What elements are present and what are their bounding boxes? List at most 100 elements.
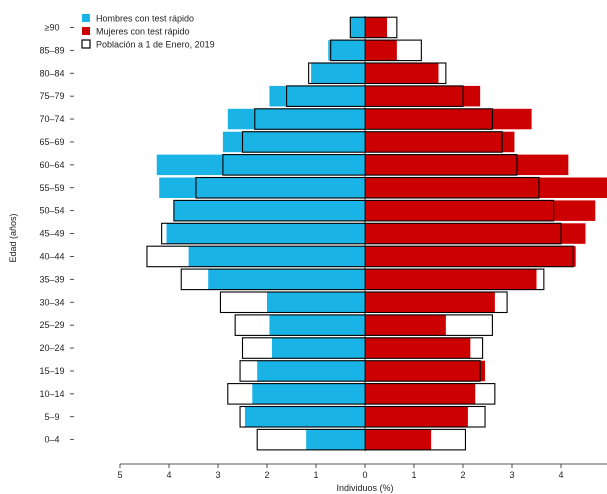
y-tick-label-0: 0–4 bbox=[44, 435, 59, 445]
bar-men-15 bbox=[269, 85, 365, 107]
bar-men-4 bbox=[271, 337, 365, 359]
outline-population-3 bbox=[239, 360, 481, 382]
bar-women-13 bbox=[365, 131, 515, 153]
bar-men-16 bbox=[311, 63, 365, 84]
outline-population-7 bbox=[180, 268, 545, 291]
y-tick-label-7: 35–39 bbox=[39, 274, 64, 284]
outline-population-8 bbox=[146, 245, 574, 268]
x-tick-label-5: 0 bbox=[362, 470, 367, 480]
bar-women-17 bbox=[365, 40, 397, 61]
y-tick-label-14: 70–74 bbox=[39, 114, 64, 124]
x-tick-label-1: 4 bbox=[166, 470, 171, 480]
y-axis-title: Edad (años) bbox=[8, 213, 18, 262]
bar-men-12 bbox=[156, 154, 365, 176]
bar-men-18 bbox=[350, 17, 365, 38]
bar-women-11 bbox=[365, 177, 607, 198]
legend-swatch-2 bbox=[81, 39, 91, 49]
outline-population-4 bbox=[241, 337, 484, 359]
bar-men-8 bbox=[188, 246, 365, 267]
y-tick-label-5: 25–29 bbox=[39, 320, 64, 330]
y-tick-label-15: 75–79 bbox=[39, 91, 64, 101]
outline-population-2 bbox=[227, 383, 496, 405]
x-tick-label-0: 5 bbox=[117, 470, 122, 480]
legend: Hombres con test rápido Mujeres con test … bbox=[81, 14, 215, 50]
bars-group bbox=[156, 17, 607, 450]
bar-women-4 bbox=[365, 337, 471, 359]
bar-women-7 bbox=[365, 269, 537, 290]
x-tick-label-8: 3 bbox=[509, 470, 514, 480]
y-axis-ticks: 0–4 5–9 10–14 15–19 20–24 25–29 30–34 35–39 40–4… bbox=[39, 22, 74, 445]
bar-men-10 bbox=[173, 200, 365, 221]
bar-men-3 bbox=[257, 360, 365, 382]
outline-population-15 bbox=[286, 85, 464, 107]
x-tick-label-7: 2 bbox=[460, 470, 465, 480]
y-tick-label-9: 45–49 bbox=[39, 229, 64, 239]
y-tick-label-1: 5–9 bbox=[44, 412, 59, 422]
legend-label-1: Mujeres con test rápido bbox=[96, 27, 190, 37]
outline-population-10 bbox=[173, 199, 555, 222]
outline-population-11 bbox=[195, 176, 540, 199]
bar-men-13 bbox=[222, 131, 365, 153]
outline-population-5 bbox=[234, 314, 493, 336]
bar-women-6 bbox=[365, 292, 495, 313]
bar-men-7 bbox=[208, 269, 365, 290]
outline-population-0 bbox=[256, 428, 467, 451]
bar-women-8 bbox=[365, 246, 576, 267]
bar-women-2 bbox=[365, 383, 476, 405]
legend-label-2: Población a 1 de Enero, 2019 bbox=[96, 40, 215, 50]
y-tick-label-12: 60–64 bbox=[39, 160, 64, 170]
y-tick-label-8: 40–44 bbox=[39, 251, 64, 261]
bar-women-10 bbox=[365, 200, 596, 221]
bar-women-15 bbox=[365, 85, 481, 107]
outline-population-13 bbox=[241, 131, 503, 153]
outline-population-6 bbox=[219, 291, 508, 314]
bar-women-14 bbox=[365, 108, 532, 130]
bar-women-1 bbox=[365, 406, 468, 427]
y-tick-label-18: ≥90 bbox=[45, 22, 60, 32]
bar-women-3 bbox=[365, 360, 486, 382]
bar-women-9 bbox=[365, 223, 586, 244]
bar-men-2 bbox=[252, 383, 365, 405]
y-tick-label-6: 30–34 bbox=[39, 297, 64, 307]
x-tick-label-6: 1 bbox=[411, 470, 416, 480]
bar-men-14 bbox=[227, 108, 365, 130]
bar-women-12 bbox=[365, 154, 569, 176]
y-tick-label-10: 50–54 bbox=[39, 206, 64, 216]
bar-men-1 bbox=[244, 406, 365, 427]
y-tick-label-17: 85–89 bbox=[39, 45, 64, 55]
y-tick-label-4: 20–24 bbox=[39, 343, 64, 353]
y-tick-label-16: 80–84 bbox=[39, 68, 64, 78]
x-tick-label-2: 3 bbox=[215, 470, 220, 480]
outline-population-18 bbox=[349, 16, 398, 39]
legend-label-0: Hombres con test rápido bbox=[96, 14, 194, 24]
outline-population-14 bbox=[254, 108, 493, 130]
outline-population-17 bbox=[330, 39, 422, 62]
x-tick-label-9: 4 bbox=[558, 470, 563, 480]
y-tick-label-11: 55–59 bbox=[39, 183, 64, 193]
bar-men-9 bbox=[166, 223, 365, 244]
x-axis-title: Individuos (%) bbox=[336, 483, 393, 493]
bar-women-18 bbox=[365, 17, 388, 38]
y-tick-label-13: 65–69 bbox=[39, 137, 64, 147]
y-tick-label-2: 10–14 bbox=[39, 389, 64, 399]
bar-men-11 bbox=[159, 177, 365, 198]
legend-swatch-0 bbox=[82, 14, 90, 22]
population-outline-group bbox=[146, 16, 574, 452]
outline-population-9 bbox=[161, 222, 562, 245]
bar-men-5 bbox=[269, 314, 365, 336]
bar-women-0 bbox=[365, 429, 432, 450]
outline-population-16 bbox=[308, 62, 447, 85]
bar-men-6 bbox=[267, 292, 365, 313]
bar-men-17 bbox=[328, 40, 365, 61]
outline-population-1 bbox=[239, 405, 486, 428]
x-axis: 5 4 3 2 1 0 1 2 3 4 bbox=[117, 463, 607, 480]
x-tick-label-3: 2 bbox=[264, 470, 269, 480]
x-tick-label-4: 1 bbox=[313, 470, 318, 480]
outline-population-12 bbox=[222, 154, 518, 176]
y-tick-label-3: 15–19 bbox=[39, 366, 64, 376]
bar-women-16 bbox=[365, 63, 439, 84]
bar-men-0 bbox=[306, 429, 365, 450]
legend-swatch-1 bbox=[82, 27, 90, 35]
bar-women-5 bbox=[365, 314, 446, 336]
